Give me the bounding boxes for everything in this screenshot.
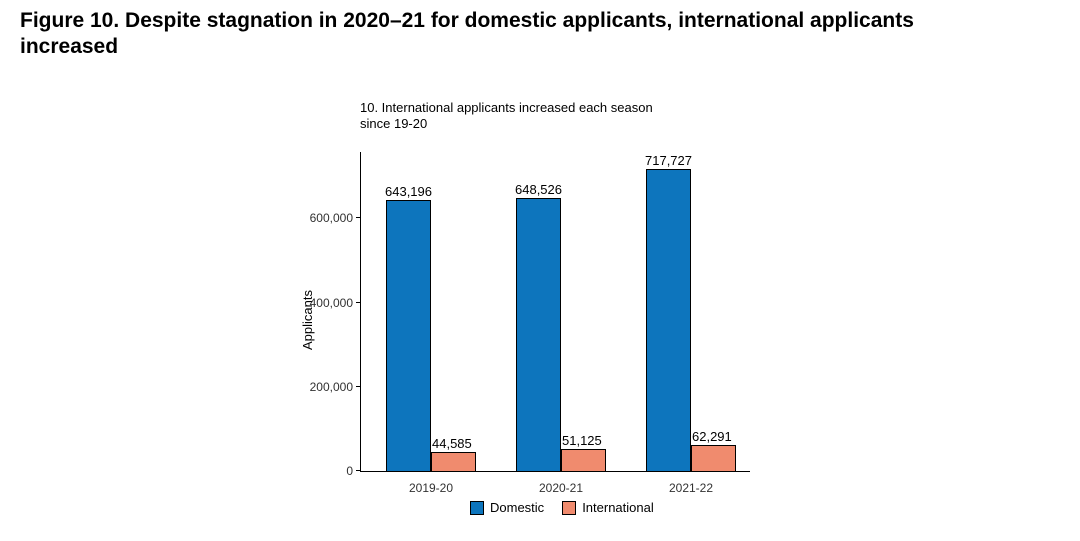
y-tick-label: 200,000 (310, 380, 361, 394)
bar-value-label: 643,196 (385, 184, 432, 201)
legend-item: International (562, 500, 654, 515)
bar-international: 44,585 (431, 452, 476, 471)
legend-label: Domestic (490, 500, 544, 515)
y-tick-label: 600,000 (310, 211, 361, 225)
legend: Domestic International (470, 500, 654, 515)
x-tick-label: 2021-22 (669, 471, 713, 495)
y-tick-mark (356, 386, 361, 387)
x-tick-label: 2019-20 (409, 471, 453, 495)
bar-domestic: 717,727 (646, 169, 691, 471)
plot-area: 0200,000400,000600,000643,19644,5852019-… (360, 152, 750, 472)
bar-international: 62,291 (691, 445, 736, 471)
legend-label: International (582, 500, 654, 515)
x-tick-label: 2020-21 (539, 471, 583, 495)
y-tick-mark (356, 217, 361, 218)
bar-value-label: 51,125 (562, 433, 602, 450)
figure-title: Figure 10. Despite stagnation in 2020–21… (20, 8, 920, 61)
bar-international: 51,125 (561, 449, 606, 471)
legend-swatch (562, 501, 576, 515)
bar-value-label: 44,585 (432, 436, 472, 453)
chart: 10. International applicants increased e… (300, 100, 800, 520)
bar-value-label: 648,526 (515, 182, 562, 199)
bar-domestic: 648,526 (516, 198, 561, 471)
bar-domestic: 643,196 (386, 200, 431, 471)
bar-value-label: 717,727 (645, 153, 692, 170)
y-tick-label: 0 (346, 464, 361, 478)
y-tick-label: 400,000 (310, 296, 361, 310)
legend-item: Domestic (470, 500, 544, 515)
legend-swatch (470, 501, 484, 515)
bar-value-label: 62,291 (692, 429, 732, 446)
y-tick-mark (356, 470, 361, 471)
y-tick-mark (356, 302, 361, 303)
page: Figure 10. Despite stagnation in 2020–21… (0, 0, 1080, 541)
chart-subtitle: 10. International applicants increased e… (360, 100, 660, 133)
